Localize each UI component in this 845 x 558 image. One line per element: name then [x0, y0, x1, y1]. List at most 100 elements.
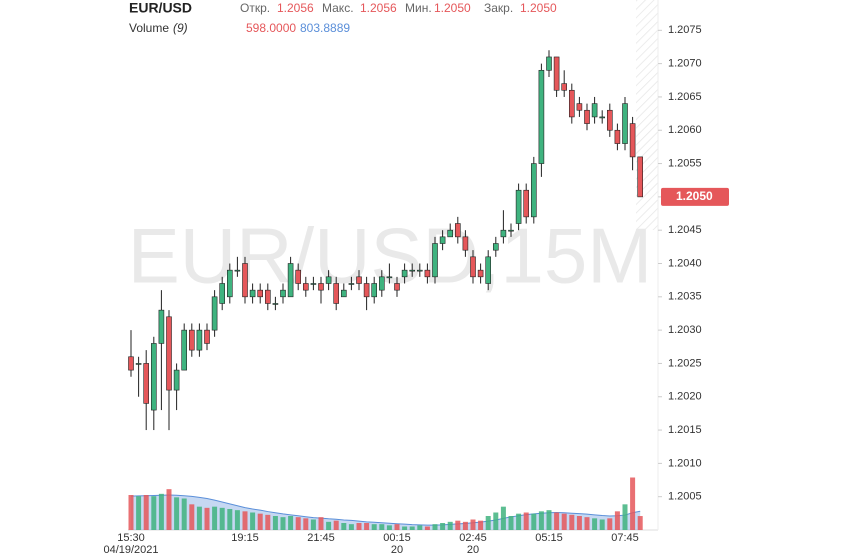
candle-body [356, 276, 362, 284]
candle-body [530, 163, 537, 218]
open-value: 1.2056 [277, 1, 314, 15]
volume-bar [280, 517, 286, 530]
y-tick-label: 1.2005 [668, 491, 702, 503]
volume-bar [219, 507, 225, 530]
volume-bar [166, 489, 172, 530]
volume-bar [379, 524, 385, 530]
volume-bar [538, 511, 544, 530]
volume-bar [227, 509, 233, 530]
volume-bar [288, 516, 294, 530]
candle-body [189, 329, 195, 351]
candle-body [614, 129, 621, 144]
volume-name: Volume [129, 21, 169, 35]
candle-body [128, 356, 134, 371]
candle-body [538, 69, 545, 164]
y-tick-label: 1.2025 [668, 357, 702, 369]
candle-body [470, 256, 476, 278]
candle-body [553, 56, 560, 91]
volume-bar [424, 526, 430, 530]
volume-bar [508, 516, 514, 530]
candle-body [166, 316, 172, 391]
last-price-box [661, 187, 729, 206]
y-tick-label: 1.2065 [668, 91, 702, 103]
volume-bar [500, 506, 506, 530]
candle-body [204, 329, 210, 344]
volume-bar [470, 519, 476, 530]
volume-bar [630, 477, 636, 530]
volume-bar [303, 518, 309, 530]
candle-body [173, 369, 180, 391]
x-tick-label: 19:15 [231, 532, 259, 544]
candle-body [363, 283, 370, 298]
volume-bar [257, 513, 263, 530]
volume-bar [462, 521, 468, 530]
volume-bar [409, 526, 415, 530]
last-price-label: 1.2050 [676, 189, 713, 203]
y-tick-label: 1.2020 [668, 391, 702, 403]
open-label: Откр. [240, 1, 270, 15]
volume-bar [478, 520, 484, 530]
candle-body [151, 343, 157, 411]
y-tick-label: 1.2010 [668, 457, 702, 469]
volume-bar [592, 518, 598, 530]
candle-body [599, 116, 606, 119]
candle-body [447, 229, 454, 238]
volume-bar [189, 504, 195, 530]
volume-bar [614, 511, 620, 530]
candle-body [280, 289, 286, 298]
candle-body [416, 269, 423, 272]
low-value: 1.2050 [434, 1, 471, 15]
candle-body [333, 283, 340, 304]
candle-body [432, 243, 438, 278]
candle-body [302, 283, 309, 291]
candle-body [325, 276, 332, 284]
candle-body [462, 236, 469, 251]
volume-bar [364, 523, 370, 530]
candle-body [242, 263, 248, 298]
candle-body [196, 329, 203, 351]
volume-bar [318, 517, 324, 530]
candle-body [515, 189, 522, 224]
volume-bar [576, 516, 582, 530]
volume-ma-value: 803.8889 [300, 21, 350, 35]
volume-bar [272, 516, 278, 530]
volume-bar [143, 495, 149, 530]
volume-bar [181, 498, 187, 530]
candle-body [523, 189, 530, 218]
volume-bar [455, 520, 461, 530]
candle-body [591, 103, 598, 118]
y-tick-label: 1.2075 [668, 24, 702, 36]
candle-body [378, 276, 385, 291]
volume-period: (9) [173, 21, 188, 35]
candle-body [348, 283, 355, 285]
x-tick-label: 05:15 [535, 532, 563, 544]
x-date-label: 20 [467, 544, 479, 556]
volume-bar [607, 518, 613, 530]
volume-bar [440, 523, 446, 530]
candle-body [568, 89, 575, 118]
volume-bar [599, 519, 605, 530]
volume-bar [265, 514, 271, 530]
candle-body [371, 283, 378, 298]
candle-body [485, 256, 492, 284]
candle-body [584, 109, 590, 124]
candle-body [211, 296, 218, 331]
volume-bar [204, 507, 210, 530]
volume-bar [569, 514, 575, 530]
volume-bar [417, 525, 423, 530]
candle-body [508, 229, 514, 232]
y-tick-label: 1.2055 [668, 157, 702, 169]
low-label: Мин. [405, 1, 432, 15]
candle-body [401, 269, 408, 278]
volume-bar [158, 493, 164, 530]
candle-body [295, 269, 302, 284]
candle-body [394, 283, 400, 291]
y-tick-label: 1.2040 [668, 257, 702, 269]
volume-bar [394, 524, 400, 530]
candle-body [424, 269, 431, 278]
volume-bar [485, 516, 491, 530]
y-tick-label: 1.2015 [668, 424, 702, 436]
volume-bar [523, 512, 529, 530]
volume-bar [310, 519, 316, 530]
